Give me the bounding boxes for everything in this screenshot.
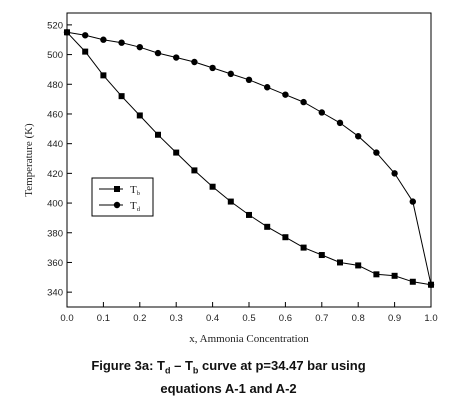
x-tick-label: 0.3 (170, 313, 183, 324)
legend-marker-tb (114, 186, 120, 192)
x-tick-label: 0.7 (315, 313, 328, 324)
legend-label-tb: Tb (130, 184, 140, 197)
y-tick-label: 360 (47, 258, 63, 269)
data-point-td (191, 58, 198, 66)
data-point-tb (355, 262, 362, 269)
x-axis-ticks: 0.0 0.1 0.2 0.3 0.4 0.5 0.6 0.7 0.8 0.9 1.0 (60, 302, 438, 324)
data-point-tb (246, 211, 252, 218)
legend-label-td: Td (130, 200, 141, 213)
legend-marker-td (113, 201, 121, 209)
data-point-td (336, 119, 344, 127)
legend-box (91, 177, 154, 217)
data-point-tb (318, 252, 325, 259)
series-line-tb (66, 31, 432, 286)
data-point-td (173, 54, 180, 61)
data-point-tb (155, 131, 161, 138)
x-tick-label: 0.1 (97, 313, 110, 324)
y-axis-title: Temperature (K) (23, 123, 35, 197)
x-tick-label: 0.6 (279, 313, 292, 324)
caption-line-2: equations A-1 and A-2 (160, 380, 297, 396)
x-tick-label: 0.9 (388, 313, 401, 324)
data-point-td (82, 32, 89, 39)
data-point-td (300, 98, 307, 106)
y-tick-label: 380 (47, 228, 63, 239)
data-point-tb (227, 198, 234, 205)
x-tick-label: 0.2 (133, 313, 146, 324)
data-point-td (63, 29, 71, 36)
data-point-tb (209, 183, 216, 190)
plot-frame (66, 12, 432, 308)
data-point-td (154, 49, 162, 57)
y-tick-label: 500 (47, 50, 63, 61)
data-point-td (209, 64, 216, 72)
y-tick-label: 460 (47, 109, 63, 120)
x-tick-label: 0.5 (242, 313, 255, 324)
data-point-td (427, 281, 435, 288)
data-point-td (227, 70, 234, 78)
data-point-tb (373, 271, 380, 278)
data-point-tb (118, 93, 125, 100)
data-point-td (318, 109, 325, 116)
data-point-tb (337, 259, 343, 266)
data-point-tb (264, 223, 271, 230)
data-point-tb (191, 167, 198, 174)
y-tick-label: 440 (47, 139, 63, 150)
data-point-tb (173, 149, 180, 156)
x-tick-label: 0.8 (352, 313, 365, 324)
y-tick-label: 420 (47, 169, 63, 180)
x-tick-label: 0.0 (60, 313, 73, 324)
y-tick-label: 480 (47, 80, 63, 91)
data-point-td (264, 84, 271, 91)
data-point-tb (100, 72, 107, 79)
x-tick-label: 1.0 (424, 313, 437, 324)
series-line-td (66, 31, 432, 285)
y-axis-ticks: 340 360 380 400 420 440 460 480 500 520 (47, 20, 72, 299)
data-point-td (355, 133, 362, 140)
series-layer (63, 29, 435, 288)
caption-line-1: Figure 3a: Td – Tb curve at p=34.47 bar … (91, 358, 366, 376)
data-point-tb (300, 244, 307, 251)
data-point-tb (82, 48, 89, 55)
y-tick-label: 520 (47, 20, 63, 31)
data-point-td (409, 198, 416, 205)
data-point-td (118, 39, 125, 46)
x-axis-title: x, Ammonia Concentration (189, 333, 309, 345)
figure-caption: Figure 3a: Td – Tb curve at p=34.47 bar … (0, 357, 457, 397)
data-point-td (373, 149, 380, 156)
y-tick-label: 340 (47, 288, 63, 299)
data-point-td (136, 43, 143, 51)
data-point-td (100, 36, 107, 43)
x-tick-label: 0.4 (206, 313, 219, 324)
data-point-td (245, 76, 253, 84)
data-point-tb (409, 278, 416, 285)
legend: Tb Td (91, 177, 154, 217)
data-point-tb (136, 112, 143, 119)
data-point-tb (391, 272, 398, 279)
y-tick-label: 400 (47, 199, 63, 210)
data-point-td (391, 170, 398, 177)
data-point-td (282, 91, 289, 98)
data-point-tb (282, 234, 289, 241)
